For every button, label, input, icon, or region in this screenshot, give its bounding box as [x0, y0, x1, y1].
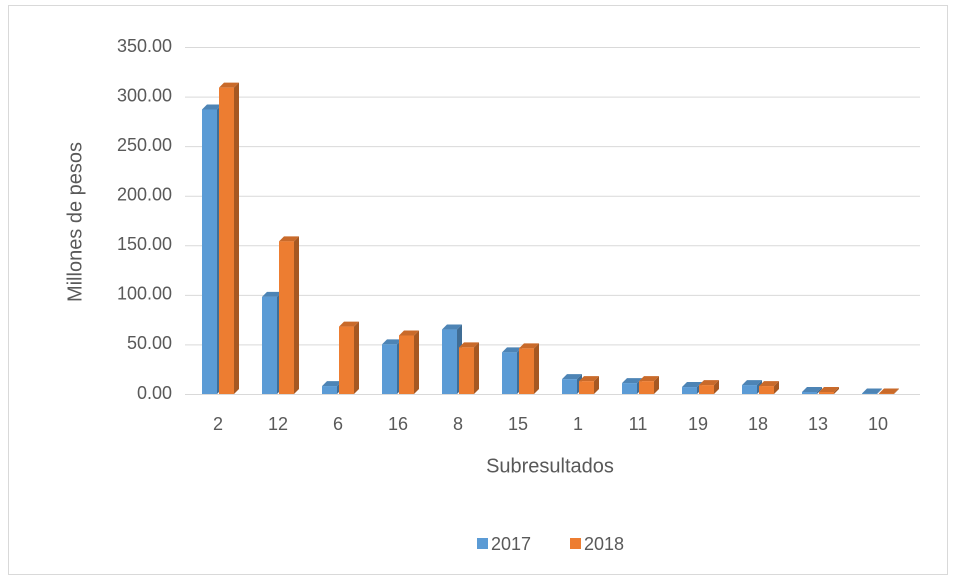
bar [759, 386, 774, 394]
x-tick-label: 2 [213, 414, 223, 434]
bar-top [819, 387, 839, 393]
legend-label: 2018 [584, 534, 624, 554]
bar-top [759, 381, 779, 387]
bar-side [894, 388, 899, 394]
bar-top [262, 291, 282, 297]
x-tick-label: 8 [453, 414, 463, 434]
bar-top [279, 236, 299, 242]
y-tick-label: 100.00 [117, 284, 172, 304]
bar [579, 381, 594, 394]
x-tick-label: 13 [808, 414, 828, 434]
y-tick-label: 0.00 [137, 383, 172, 403]
bar [639, 381, 654, 394]
bar [802, 392, 817, 394]
y-axis-title: Millones de pesos [64, 142, 86, 302]
bar-side [774, 381, 779, 394]
bar-side [817, 387, 822, 394]
y-tick-label: 150.00 [117, 234, 172, 254]
bar-top [639, 376, 659, 382]
bar-top [442, 324, 462, 330]
bar-top [202, 104, 222, 110]
bar [819, 392, 834, 394]
bar [682, 387, 697, 394]
bar-top [699, 380, 719, 386]
bar [322, 386, 337, 394]
bar [519, 348, 534, 394]
chart-border [8, 5, 948, 575]
x-tick-label: 6 [333, 414, 343, 434]
bar-top [879, 388, 899, 394]
bar-top [742, 380, 762, 386]
bar-side [474, 342, 479, 394]
bar-top [322, 381, 342, 387]
bar-top [459, 342, 479, 348]
bar-side [294, 236, 299, 394]
bar-side [654, 376, 659, 394]
bar [622, 383, 637, 394]
bar-top [862, 388, 882, 394]
bar [562, 379, 577, 394]
bar-top [579, 376, 599, 382]
bar [502, 352, 517, 394]
bar-top [562, 374, 582, 380]
bar-side [534, 343, 539, 394]
x-tick-label: 10 [868, 414, 888, 434]
bar [382, 344, 397, 394]
bar [339, 326, 354, 394]
bar [262, 296, 277, 394]
x-tick-label: 18 [748, 414, 768, 434]
bar-top [382, 339, 402, 345]
y-tick-label: 200.00 [117, 184, 172, 204]
bar-top [622, 378, 642, 384]
bar-side [834, 387, 839, 394]
bar-side [354, 321, 359, 394]
y-tick-label: 300.00 [117, 85, 172, 105]
bar-side [877, 388, 882, 394]
bar-top [339, 321, 359, 327]
bar-side [714, 380, 719, 394]
x-tick-label: 19 [688, 414, 708, 434]
legend-label: 2017 [491, 534, 531, 554]
bar [742, 385, 757, 394]
x-tick-label: 11 [629, 414, 648, 434]
bar [202, 109, 217, 395]
bar-side [234, 82, 239, 395]
bar-side [594, 376, 599, 394]
legend-swatch [477, 538, 488, 549]
y-tick-label: 50.00 [127, 333, 172, 353]
bar [699, 385, 714, 394]
bar [219, 87, 234, 395]
bar-top [502, 347, 522, 353]
bar-top [399, 330, 419, 336]
x-tick-label: 1 [573, 414, 583, 434]
x-tick-label: 12 [268, 414, 288, 434]
x-axis-title: Subresultados [486, 455, 614, 477]
bar [279, 241, 294, 394]
bar [442, 329, 457, 394]
y-tick-label: 350.00 [117, 36, 172, 56]
bar-top [802, 387, 822, 393]
bar [459, 347, 474, 394]
bar-top [519, 343, 539, 349]
bar [399, 335, 414, 394]
bar-top [219, 82, 239, 88]
legend-swatch [570, 538, 581, 549]
y-tick-label: 250.00 [117, 135, 172, 155]
bar-side [414, 330, 419, 394]
bar-top [682, 382, 702, 388]
x-tick-label: 15 [508, 414, 528, 434]
x-tick-label: 16 [388, 414, 408, 434]
